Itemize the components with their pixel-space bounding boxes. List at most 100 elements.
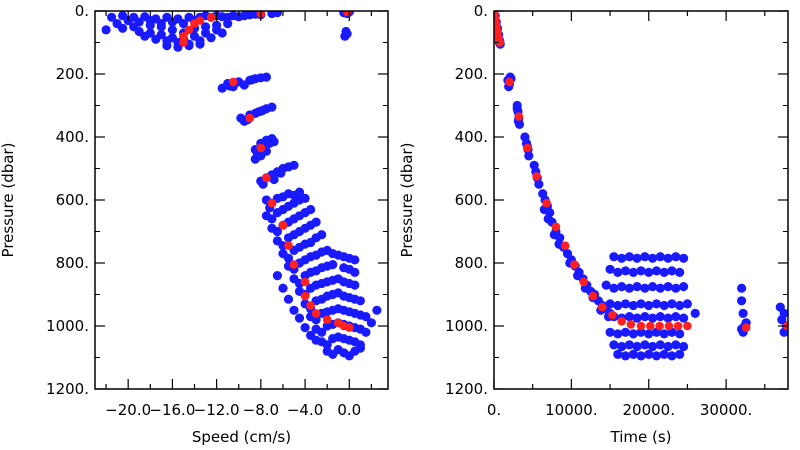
data-point-blue (628, 267, 638, 277)
series-1 (494, 11, 788, 332)
data-point-blue (690, 308, 700, 318)
data-point-red (560, 241, 570, 250)
data-point-blue (361, 312, 371, 322)
data-point-blue (675, 349, 685, 359)
data-point-red (673, 321, 683, 331)
data-point-red (570, 260, 579, 269)
data-point-red (300, 291, 310, 301)
data-point-blue (223, 19, 233, 29)
y-tick-label: 800. (455, 254, 488, 272)
y-tick-label: 0. (474, 2, 488, 20)
y-tick-label: 800. (56, 254, 89, 272)
data-point-blue (777, 315, 787, 325)
data-point-red (184, 25, 194, 35)
data-point-blue (632, 282, 642, 292)
data-point-blue (663, 341, 673, 352)
data-point-blue (258, 105, 268, 115)
data-point-blue (636, 299, 646, 309)
data-point-blue (366, 318, 376, 328)
data-point-red (311, 309, 321, 318)
y-tick-label: 1000. (46, 317, 89, 335)
data-point-blue (659, 267, 669, 277)
data-point-blue (145, 20, 155, 30)
data-point-blue (613, 300, 623, 311)
y-tick-label: 200. (56, 65, 89, 83)
data-point-blue (648, 313, 658, 323)
data-point-blue (267, 214, 277, 224)
data-point-blue (620, 266, 631, 276)
data-point-red (284, 241, 293, 250)
data-point-red (608, 310, 617, 320)
data-point-blue (651, 266, 662, 276)
data-point-blue (651, 299, 662, 309)
data-point-blue (272, 226, 282, 237)
data-point-red (300, 277, 310, 287)
data-point-red (542, 198, 551, 208)
data-point-blue (663, 282, 673, 292)
data-point-red (278, 220, 288, 230)
data-point-blue (667, 351, 677, 361)
plot-area (101, 11, 382, 361)
data-point-blue (156, 29, 166, 40)
data-point-blue (195, 39, 205, 49)
data-point-blue (340, 31, 350, 41)
data-point-red (322, 315, 332, 325)
data-point-blue (655, 312, 665, 322)
data-point-blue (679, 313, 689, 323)
x-tick-label: 20000. (622, 401, 675, 419)
y-axis-title: Pressure (dbar) (398, 143, 416, 258)
data-point-red (636, 321, 646, 331)
x-axis-title: Speed (cm/s) (192, 428, 291, 446)
data-point-blue (217, 83, 227, 93)
data-point-blue (640, 340, 650, 350)
data-point-blue (624, 312, 635, 322)
series-1 (179, 11, 354, 332)
data-point-blue (300, 193, 310, 203)
plot-area (494, 11, 788, 361)
y-tick-label: 600. (455, 191, 488, 209)
data-point-blue (624, 252, 635, 262)
data-point-blue (118, 23, 128, 33)
data-point-blue (679, 282, 689, 292)
data-point-blue (659, 300, 669, 311)
data-point-blue (289, 305, 299, 315)
data-point-blue (311, 315, 321, 325)
data-point-blue (605, 264, 615, 274)
data-point-red (683, 321, 692, 331)
x-tick-label: −20.0 (105, 401, 151, 419)
y-tick-label: 1200. (445, 380, 488, 398)
data-point-blue (350, 280, 360, 290)
data-point-red (345, 323, 354, 332)
data-point-blue (620, 351, 631, 361)
data-point-blue (679, 341, 689, 352)
data-point-blue (306, 204, 316, 215)
data-point-blue (671, 312, 681, 322)
data-point-red (267, 198, 277, 208)
y-tick-label: 1000. (445, 317, 488, 335)
data-point-blue (617, 341, 627, 352)
data-point-blue (322, 340, 332, 350)
y-tick-label: 200. (455, 65, 488, 83)
data-point-blue (605, 327, 615, 337)
data-point-blue (269, 174, 279, 185)
data-point-red (256, 143, 266, 153)
data-point-blue (350, 267, 360, 277)
data-point-blue (682, 299, 693, 309)
x-tick-label: −16.0 (149, 401, 195, 419)
data-point-blue (640, 283, 650, 293)
data-point-blue (671, 340, 681, 350)
data-point-red (655, 321, 664, 331)
data-point-blue (659, 349, 669, 359)
data-point-blue (620, 327, 631, 337)
data-point-blue (372, 305, 382, 315)
data-point-blue (609, 252, 619, 262)
data-point-blue (162, 41, 172, 51)
data-point-red (342, 11, 352, 17)
data-point-blue (355, 343, 365, 353)
x-tick-label: −4.0 (287, 401, 323, 419)
data-point-blue (328, 249, 338, 259)
data-point-blue (178, 19, 189, 29)
data-point-blue (636, 266, 646, 276)
data-point-blue (247, 75, 257, 85)
data-point-blue (261, 72, 271, 82)
